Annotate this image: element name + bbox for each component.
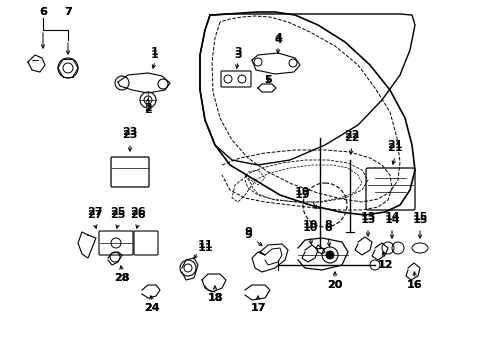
Text: 15: 15	[411, 215, 427, 225]
Text: 4: 4	[273, 33, 282, 43]
Text: 28: 28	[114, 273, 129, 283]
Text: 11: 11	[197, 243, 212, 253]
Text: 13: 13	[360, 215, 375, 225]
Text: 22: 22	[344, 130, 359, 140]
Text: 21: 21	[386, 143, 402, 153]
Text: 7: 7	[64, 7, 72, 17]
Text: 27: 27	[87, 210, 102, 220]
Text: 22: 22	[344, 133, 359, 143]
Text: 2: 2	[144, 103, 152, 113]
Text: 25: 25	[110, 210, 125, 220]
Text: 27: 27	[87, 207, 102, 217]
Circle shape	[325, 251, 333, 259]
Text: 9: 9	[244, 230, 251, 240]
Text: 14: 14	[384, 215, 399, 225]
Text: 2: 2	[144, 105, 152, 115]
Text: 1: 1	[151, 50, 159, 60]
Text: 26: 26	[130, 210, 145, 220]
Text: 20: 20	[326, 280, 342, 290]
Text: 10: 10	[302, 220, 317, 230]
Text: 18: 18	[207, 293, 223, 303]
Text: 19: 19	[294, 190, 309, 200]
Text: 23: 23	[122, 127, 138, 137]
Text: 3: 3	[234, 50, 242, 60]
Text: 8: 8	[324, 220, 331, 230]
Text: 7: 7	[64, 7, 72, 17]
Text: 17: 17	[250, 303, 265, 313]
Text: 17: 17	[250, 303, 265, 313]
Text: 21: 21	[386, 140, 402, 150]
Text: 3: 3	[234, 47, 242, 57]
Text: 4: 4	[273, 35, 282, 45]
Text: 23: 23	[122, 130, 138, 140]
Text: 24: 24	[144, 303, 160, 313]
Text: 12: 12	[376, 260, 392, 270]
Text: 12: 12	[376, 260, 392, 270]
Text: 5: 5	[264, 75, 271, 85]
Text: 9: 9	[244, 227, 251, 237]
Text: 16: 16	[407, 280, 422, 290]
Text: 26: 26	[130, 207, 145, 217]
Text: 19: 19	[294, 187, 309, 197]
Text: 11: 11	[197, 240, 212, 250]
Text: 20: 20	[326, 280, 342, 290]
Text: 25: 25	[110, 207, 125, 217]
Text: 24: 24	[144, 303, 160, 313]
Text: 5: 5	[264, 75, 271, 85]
Text: 10: 10	[302, 223, 317, 233]
Text: 8: 8	[324, 223, 331, 233]
Text: 15: 15	[411, 212, 427, 222]
Text: 28: 28	[114, 273, 129, 283]
Text: 13: 13	[360, 212, 375, 222]
Text: 6: 6	[39, 7, 47, 17]
Text: 14: 14	[384, 212, 399, 222]
Text: 6: 6	[39, 7, 47, 17]
Text: 18: 18	[207, 293, 223, 303]
Text: 16: 16	[407, 280, 422, 290]
Text: 1: 1	[151, 47, 159, 57]
